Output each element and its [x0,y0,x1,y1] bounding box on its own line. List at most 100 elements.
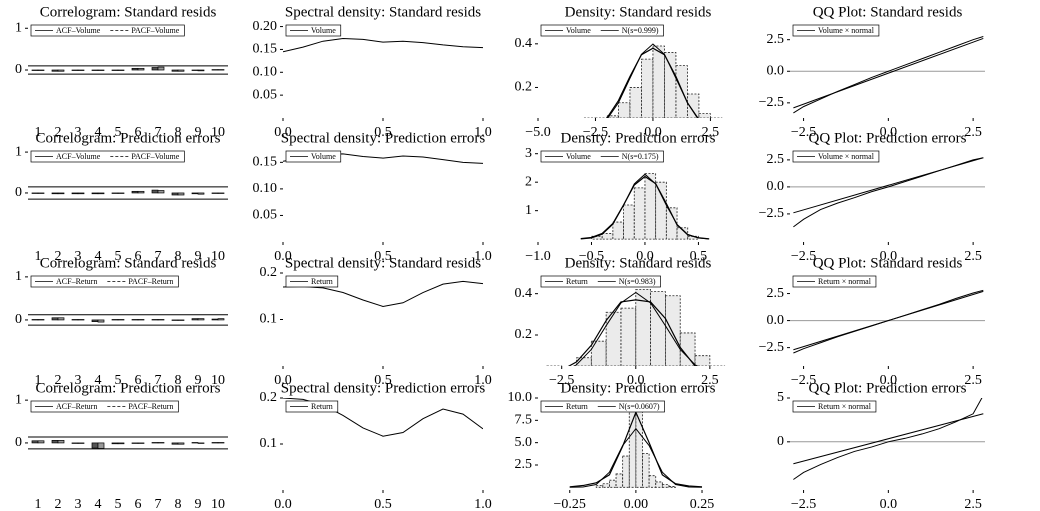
plot-area [583,43,723,118]
bar [111,442,119,445]
x-tick-label: −2.5 [549,373,574,388]
histogram-bar [635,406,643,488]
plot-area [790,398,985,480]
x-tick-label: 8 [175,497,182,511]
plot-area [283,37,483,53]
bar [131,67,139,71]
y-tick-label: 0.0 [767,179,785,194]
x-tick-label: 0.0 [644,125,662,140]
bar [51,440,59,444]
x-tick-label: 8 [175,373,182,388]
legend-box [30,400,179,413]
bar [57,317,65,321]
histogram-bar [612,221,624,240]
legend-label: N(s=0.175) [622,152,659,161]
kde-line [567,299,697,366]
histogram-bar [650,291,666,366]
histogram-bar [622,455,630,488]
histogram-bar [655,481,663,488]
histogram-bar [676,227,689,240]
panel: QQ Plot: Standard resids −2.5 0.0 2.5 −2.5 0.… [759,4,985,140]
bar [77,319,85,321]
histogram-bar [709,365,726,366]
qq-line [793,36,984,114]
x-tick-label: 0.5 [690,249,708,264]
panel: Density: Prediction errors 1 2 3 −1.0 −0.5 0.0… [525,130,716,264]
histogram-bar [595,117,608,118]
histogram-bar [633,187,646,240]
legend: Volume × normal [792,150,880,163]
legend-label: ACF–Volume [56,152,101,161]
y-tick-label: 0.1 [260,312,278,327]
y-tick-label: 0.4 [515,286,533,301]
x-tick-label: 0.5 [374,373,392,388]
bar [137,67,145,71]
panel: QQ Plot: Prediction errors −2.5 0.0 2.5 −2.5… [759,130,985,264]
x-tick-label: 9 [195,249,202,264]
y-tick-label: 0 [15,62,22,77]
panel-title: Correlogram: Prediction errors [36,130,221,146]
bar [91,319,99,323]
histogram-bar [652,45,665,118]
x-tick-label: 2.5 [701,373,719,388]
legend: Volume [285,150,342,163]
histogram-bar [641,58,654,118]
panel: QQ Plot: Prediction errors 0 5 −2.5 0.0 2.5 Re… [777,380,985,511]
histogram-bar [601,233,614,240]
x-tick-label: 8 [175,125,182,140]
bar [111,69,119,71]
histogram-bar [665,207,678,240]
x-tick-label: 1.0 [474,125,492,140]
x-tick-label: 7 [155,497,162,511]
qq-line [793,398,983,480]
bar [211,192,219,194]
y-tick-label: 2.5 [767,32,785,47]
plot-area [569,406,703,488]
histogram-bar [698,113,711,118]
legend-label: ACF–Return [56,277,97,286]
panel-title: Correlogram: Prediction errors [36,380,221,396]
legend-label: Return [566,402,588,411]
bar [211,69,219,71]
bar [31,440,39,444]
y-tick-label: 10.0 [508,390,533,405]
bar [197,318,205,321]
y-tick-label: 0 [15,312,22,327]
x-tick-label: 1 [35,125,42,140]
bar [177,192,185,196]
x-tick-label: 2 [55,125,62,140]
x-tick-label: −2.5 [791,497,816,511]
bar [31,69,39,71]
bar [217,192,225,194]
y-tick-label: −2.5 [759,95,784,110]
bar [171,442,179,445]
panel-title: QQ Plot: Prediction errors [809,380,967,396]
histogram-bar [590,340,607,366]
bar [191,442,199,444]
histogram-bar [595,485,604,488]
panel-title: Spectral density: Prediction errors [281,130,486,146]
bar [137,319,145,321]
y-tick-label: 0.05 [253,208,278,223]
x-tick-label: 1.0 [474,249,492,264]
bar [217,318,225,321]
x-tick-label: 0.5 [374,125,392,140]
histogram-bar [618,102,631,118]
bar [197,192,205,195]
panel: Spectral density: Prediction errors 0.1 0.… [260,380,492,511]
legend-label: Return × normal [818,277,872,286]
plot-area [790,289,985,354]
legend-box [792,150,880,163]
x-tick-label: 9 [195,497,202,511]
histogram-bar [665,295,681,366]
x-tick-label: 0.0 [274,497,292,511]
panel: Spectral density: Standard resids 0.1 0.2 0… [260,255,492,388]
bar [177,69,185,72]
x-tick-label: 0.0 [274,125,292,140]
histogram-bar [675,65,688,118]
legend-label: N(s=0.999) [622,26,659,35]
bar [117,442,125,445]
y-tick-label: 0.1 [260,436,278,451]
histogram-bar [629,87,642,118]
legend-box [30,24,185,37]
